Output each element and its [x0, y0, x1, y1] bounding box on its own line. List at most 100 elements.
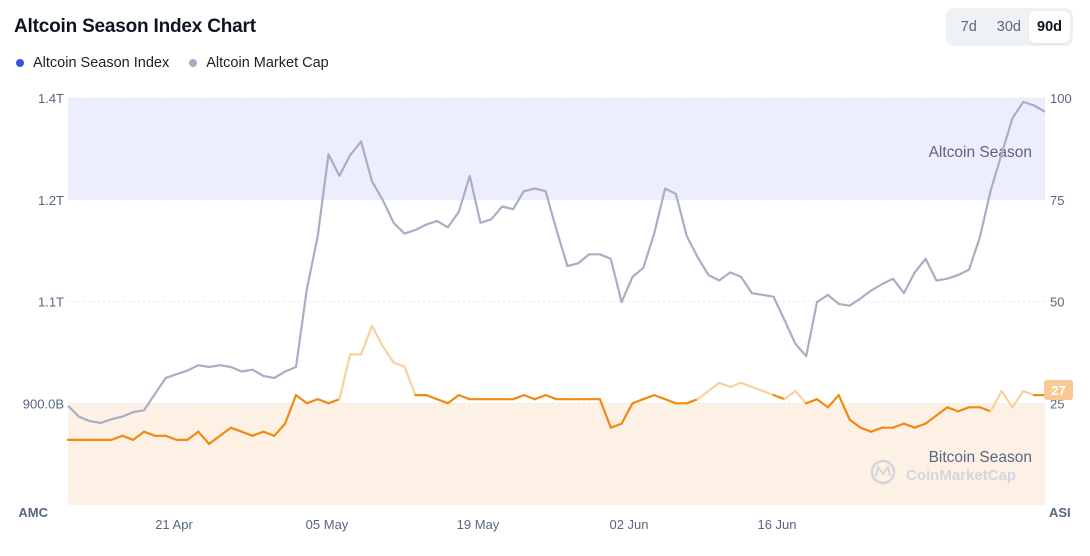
altcoin-season-index-segment: [870, 426, 884, 433]
altcoin-market-cap-line: [67, 100, 1046, 424]
altcoin-season-index-segment: [707, 381, 721, 393]
altcoin-season-index-segment: [609, 422, 623, 429]
altcoin-season-index-segment: [815, 398, 830, 409]
current-value-text: 27: [1051, 383, 1065, 398]
legend-item-altcoin-market-cap[interactable]: Altcoin Market Cap: [189, 55, 329, 71]
altcoin-season-zone: [68, 98, 1045, 200]
x-axis-tick-label: 19 May: [457, 517, 500, 532]
altcoin-season-index-segment: [436, 398, 449, 405]
range-button-30d[interactable]: 30d: [996, 19, 1021, 35]
coinmarketcap-logo-mark-icon: [875, 464, 891, 477]
altcoin-season-index-segment: [729, 381, 743, 389]
x-axis-tick-label: 02 Jun: [609, 517, 648, 532]
altcoin-season-index-segment: [229, 426, 243, 433]
x-axis-tick-label: 16 Jun: [757, 517, 796, 532]
altcoin-season-index-segment: [598, 398, 612, 429]
altcoin-season-index-segment: [327, 398, 341, 405]
altcoin-season-index-segment: [251, 430, 265, 437]
range-selector: 7d 30d 90d: [945, 8, 1073, 46]
altcoin-season-index-segment: [338, 353, 352, 401]
altcoin-season-index-segment: [805, 398, 819, 405]
altcoin-season-index-segment: [620, 402, 634, 425]
altcoin-season-index-segment: [794, 389, 808, 405]
altcoin-season-index-segment: [121, 434, 135, 441]
altcoin-season-index-segment: [761, 389, 775, 397]
legend-item-altcoin-season-index[interactable]: Altcoin Season Index: [16, 55, 169, 71]
bitcoin-season-label: Bitcoin Season: [929, 449, 1032, 466]
altcoin-season-index-segment: [316, 398, 330, 405]
altcoin-season-index-segment: [273, 422, 287, 437]
altcoin-season-index-segment: [718, 381, 732, 389]
left-axis-tick-label: 1.1T: [38, 295, 64, 310]
altcoin-season-index-segment: [891, 422, 906, 429]
right-axis-tick-label: 50: [1050, 295, 1064, 310]
altcoin-season-index-segment: [208, 434, 222, 445]
altcoin-season-label: Altcoin Season: [929, 144, 1032, 161]
altcoin-season-index-segment: [978, 406, 992, 413]
altcoin-season-index-segment: [294, 394, 308, 405]
altcoin-season-index-segment: [946, 406, 960, 413]
right-axis-tick-label: 100: [1050, 91, 1072, 106]
left-axis-tick-label: 1.2T: [38, 193, 64, 208]
altcoin-season-index-segment: [685, 398, 699, 405]
altcoin-season-index-segment: [305, 398, 319, 405]
legend-label: Altcoin Season Index: [33, 55, 170, 71]
altcoin-season-index-segment: [164, 434, 178, 441]
altcoin-season-index-segment: [218, 426, 232, 437]
altcoin-season-index-segment: [663, 398, 678, 405]
altcoin-season-index-segment: [1022, 389, 1036, 397]
altcoin-season-index-segment: [1000, 389, 1014, 409]
altcoin-season-index-segment: [457, 394, 471, 401]
altcoin-season-index-segment: [370, 324, 384, 348]
coinmarketcap-watermark: CoinMarketCap: [870, 459, 1016, 485]
altcoin-season-index-segment: [284, 394, 298, 425]
altcoin-season-index-segment: [425, 394, 439, 401]
altcoin-season-index-segment: [837, 394, 851, 421]
altcoin-season-index-segment: [924, 414, 938, 425]
right-axis-tick-label: 75: [1050, 193, 1064, 208]
chart-legend: Altcoin Season Index Altcoin Market Cap: [16, 55, 329, 71]
altcoin-season-index-segment: [533, 394, 547, 401]
altcoin-season-index-segment: [1011, 389, 1025, 409]
bitcoin-season-zone: [68, 403, 1045, 505]
right-axis-label: ASI: [1049, 505, 1071, 520]
altcoin-season-index-segment: [848, 418, 862, 429]
altcoin-season-index-segment: [132, 430, 146, 441]
altcoin-season-index-segment: [902, 422, 916, 429]
x-axis-tick-label: 05 May: [306, 517, 349, 532]
altcoin-season-index-segment: [739, 381, 754, 389]
altcoin-season-index-segment: [381, 345, 395, 364]
altcoin-season-index-segment: [522, 394, 536, 401]
altcoin-season-index-segment: [262, 430, 276, 437]
legend-label: Altcoin Market Cap: [206, 55, 329, 71]
watermark-text: CoinMarketCap: [906, 467, 1016, 484]
altcoin-season-index-segment: [957, 406, 971, 413]
altcoin-season-index-segment: [110, 434, 124, 441]
left-axis-tick-label: 900.0B: [23, 396, 64, 411]
altcoin-season-index-segment: [913, 422, 927, 429]
altcoin-season-index-segment: [859, 426, 873, 433]
altcoin-season-index-segment: [750, 385, 764, 393]
range-button-7d[interactable]: 7d: [960, 19, 977, 35]
altcoin-season-index-segment: [392, 361, 406, 368]
left-axis-label: AMC: [18, 505, 48, 520]
altcoin-season-index-segment: [240, 430, 254, 437]
altcoin-season-index-segment: [186, 430, 200, 441]
altcoin-season-index-segment: [935, 406, 949, 417]
altcoin-season-index-segment: [142, 430, 156, 437]
altcoin-season-index-segment: [826, 394, 840, 409]
range-button-90d[interactable]: 90d: [1029, 11, 1070, 43]
page-title: Altcoin Season Index Chart: [14, 16, 256, 37]
altcoin-season-index-segment: [360, 324, 374, 356]
altcoin-season-index-segment: [772, 394, 786, 401]
altcoin-season-index-segment: [511, 394, 526, 401]
left-axis-tick-label: 1.4T: [38, 91, 64, 106]
current-value-badge: 27: [1044, 380, 1073, 400]
altcoin-season-index-segment: [989, 389, 1003, 413]
legend-dot-icon: [16, 59, 24, 67]
altcoin-season-index-segment: [446, 394, 460, 405]
legend-dot-icon: [189, 59, 198, 67]
coinmarketcap-logo-icon: [870, 459, 896, 485]
altcoin-season-index-segment: [783, 389, 797, 401]
